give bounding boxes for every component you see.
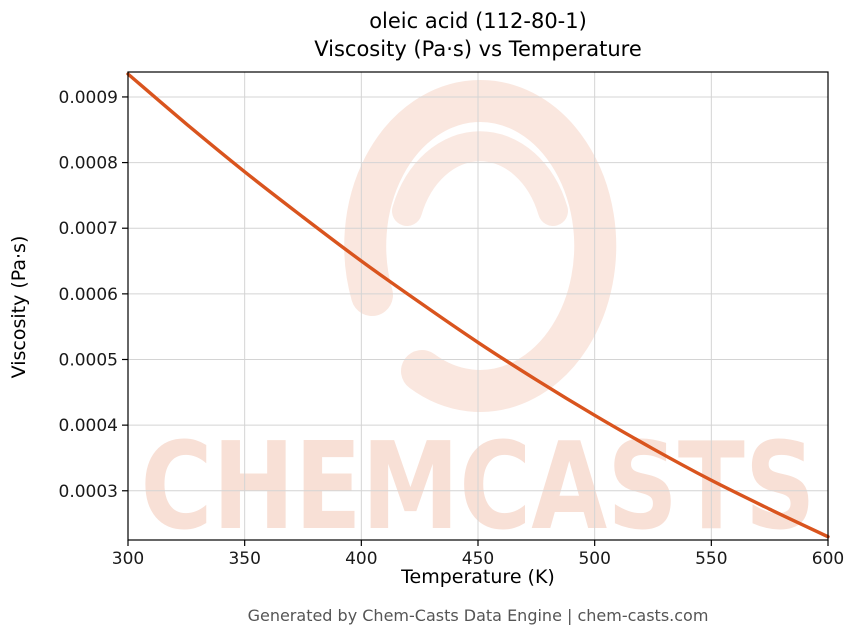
y-tick-label: 0.0007 [59,219,118,239]
x-axis-label: Temperature (K) [401,566,555,588]
y-tick-label: 0.0006 [59,285,118,305]
chart-title: oleic acid (112-80-1) [369,9,587,33]
watermark-logo-swirl [392,131,568,226]
chart-subtitle: Viscosity (Pa·s) vs Temperature [314,36,642,61]
axes-layer: 300 350 400 450 500 550 600 0.0003 0.0004 0.0005 0… [59,71,844,569]
y-axis-label: Viscosity (Pa·s) [8,235,30,379]
footer-credit: Generated by Chem-Casts Data Engine | ch… [247,606,709,625]
y-tick-label: 0.0005 [59,350,118,370]
x-tick-label: 300 [112,549,144,569]
viscosity-curve [126,72,830,539]
y-tick-label: 0.0009 [59,88,118,108]
watermark-logo [344,79,617,412]
chart-title-block: oleic acid (112-80-1) Viscosity (Pa·s) v… [128,8,828,63]
watermark-logo-ring [344,79,617,412]
data-series-layer [126,72,830,539]
x-tick-label: 550 [695,549,727,569]
y-tick-label: 0.0008 [59,154,118,174]
x-tick-label: 450 [462,549,494,569]
y-tick-label: 0.0004 [59,416,118,436]
x-tick-label: 400 [345,549,377,569]
x-tick-label: 600 [812,549,844,569]
x-tick-label: 350 [228,549,260,569]
y-tick-label: 0.0003 [59,482,118,502]
x-tick-label: 500 [578,549,610,569]
